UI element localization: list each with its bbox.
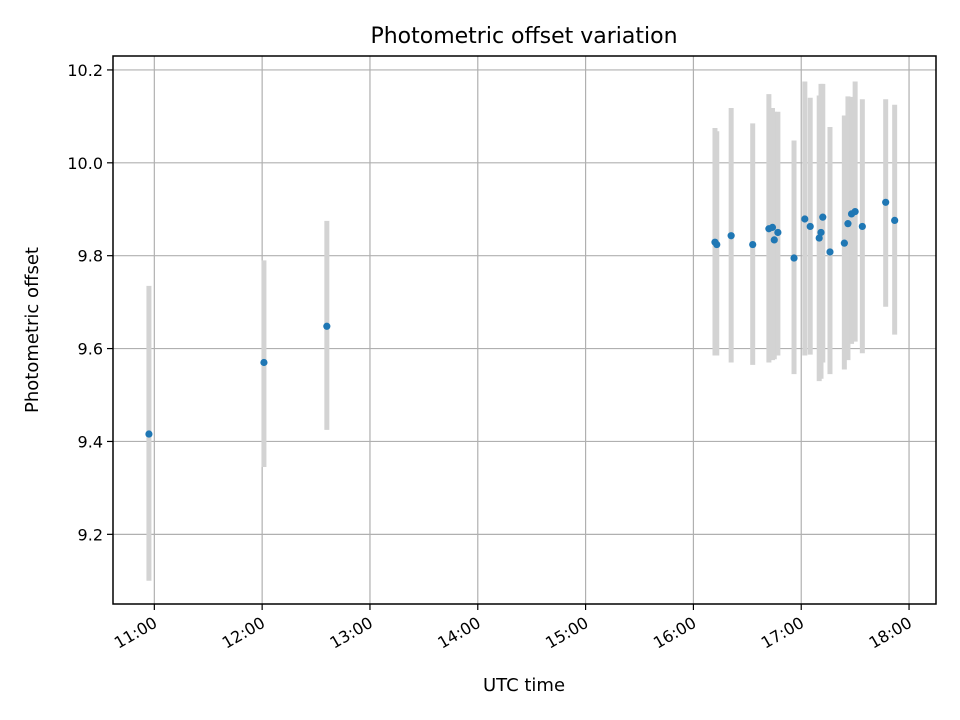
data-point [882,198,890,206]
data-point [851,207,859,216]
data-point [727,232,735,240]
plot-frame [112,55,937,605]
y-tick-label: 9.2 [78,525,103,544]
data-point [826,248,834,256]
data-point [260,358,268,367]
data-point [891,216,899,224]
x-axis-label: UTC time [483,675,565,696]
data-point [749,240,757,249]
data-point [806,222,814,231]
data-point [840,239,848,247]
data-point [768,223,777,231]
data-point [858,222,866,231]
y-tick-label: 10.2 [67,61,103,80]
data-point [817,228,825,237]
point-layer [145,198,899,438]
data-point [774,228,782,237]
data-point [815,234,823,242]
y-tick-label: 9.4 [78,432,103,451]
chart-title: Photometric offset variation [370,24,677,49]
data-point [323,322,331,330]
data-point [145,430,153,438]
data-point [713,240,721,249]
y-tick-label: 10.0 [67,154,103,173]
grid-layer [113,56,936,604]
y-tick-label: 9.8 [78,247,103,266]
data-point [819,213,827,221]
data-point [801,215,809,223]
data-point [770,236,778,244]
data-point [790,254,798,262]
y-axis-label: Photometric offset [22,247,43,413]
data-point [844,220,852,228]
y-tick-label: 9.6 [78,340,103,359]
